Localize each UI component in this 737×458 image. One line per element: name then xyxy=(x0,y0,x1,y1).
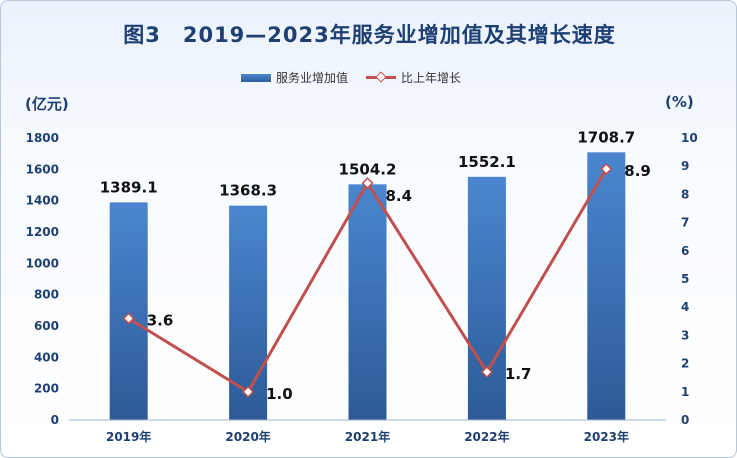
x-axis: 2019年 2020年 2021年 2022年 2023年 xyxy=(69,419,666,444)
right-axis-unit: (%) xyxy=(665,93,694,111)
bar xyxy=(587,152,626,421)
chart-title: 图3 2019—2023年服务业增加值及其增长速度 xyxy=(123,23,616,47)
legend-line-label: 比上年增长 xyxy=(401,71,462,85)
right-tick-label: 10 xyxy=(681,131,698,145)
line-value-label: 1.7 xyxy=(505,365,532,383)
left-tick-label: 200 xyxy=(34,382,59,396)
bar-value-label: 1504.2 xyxy=(339,160,397,178)
left-tick-label: 1400 xyxy=(26,194,59,208)
left-tick-label: 1000 xyxy=(26,256,59,270)
right-tick-label: 2 xyxy=(681,357,689,371)
legend-line-swatch xyxy=(366,76,397,79)
left-tick-label: 1200 xyxy=(26,225,59,239)
line-point xyxy=(122,312,135,325)
bar-series xyxy=(109,152,626,421)
x-tick-label: 2021年 xyxy=(345,429,390,444)
right-tick-label: 5 xyxy=(681,272,689,286)
line-value-label: 1.0 xyxy=(266,385,293,403)
x-tick-label: 2019年 xyxy=(106,429,151,444)
left-axis: 0 200 400 600 800 1000 1200 1400 1600 1800 xyxy=(26,131,59,427)
x-tick-label: 2020年 xyxy=(225,429,270,444)
x-tick-label: 2022年 xyxy=(464,429,509,444)
right-tick-label: 0 xyxy=(681,413,689,427)
data-labels: 1389.1 1368.3 1504.2 1552.1 1708.7 3.6 1.0 8.4 1… xyxy=(100,128,651,402)
legend-bar-swatch xyxy=(241,73,271,82)
left-tick-label: 800 xyxy=(34,288,59,302)
bar xyxy=(348,184,387,420)
bar-value-label: 1389.1 xyxy=(100,178,158,196)
x-tick-label: 2023年 xyxy=(584,429,629,444)
legend: 服务业增加值 比上年增长 xyxy=(241,69,461,86)
right-tick-label: 1 xyxy=(681,385,689,399)
line-value-label: 8.9 xyxy=(624,162,651,180)
bar xyxy=(467,176,506,420)
line-value-label: 8.4 xyxy=(386,187,413,205)
line-point xyxy=(361,177,374,190)
right-tick-label: 9 xyxy=(681,159,689,173)
right-tick-label: 7 xyxy=(681,216,689,230)
left-tick-label: 1800 xyxy=(26,131,59,145)
left-tick-label: 1600 xyxy=(26,162,59,176)
bar xyxy=(109,202,148,420)
right-tick-label: 3 xyxy=(681,328,689,342)
line-point xyxy=(480,366,493,379)
left-tick-label: 0 xyxy=(51,413,59,427)
legend-bar-label: 服务业增加值 xyxy=(276,71,349,85)
line-point xyxy=(242,385,255,398)
line-value-label: 3.6 xyxy=(147,311,174,329)
right-tick-label: 8 xyxy=(681,187,689,201)
line-point xyxy=(600,163,613,176)
bar-value-label: 1368.3 xyxy=(219,182,277,200)
right-axis: 0 1 2 3 4 5 6 7 8 9 10 xyxy=(681,131,698,427)
left-tick-label: 600 xyxy=(34,319,59,333)
bar-value-label: 1552.1 xyxy=(458,153,516,171)
left-tick-label: 400 xyxy=(34,350,59,364)
line-series xyxy=(122,163,613,398)
right-tick-label: 4 xyxy=(681,300,689,314)
right-tick-label: 6 xyxy=(681,244,689,258)
bar-value-label: 1708.7 xyxy=(577,128,635,146)
left-axis-unit: (亿元) xyxy=(25,95,69,113)
